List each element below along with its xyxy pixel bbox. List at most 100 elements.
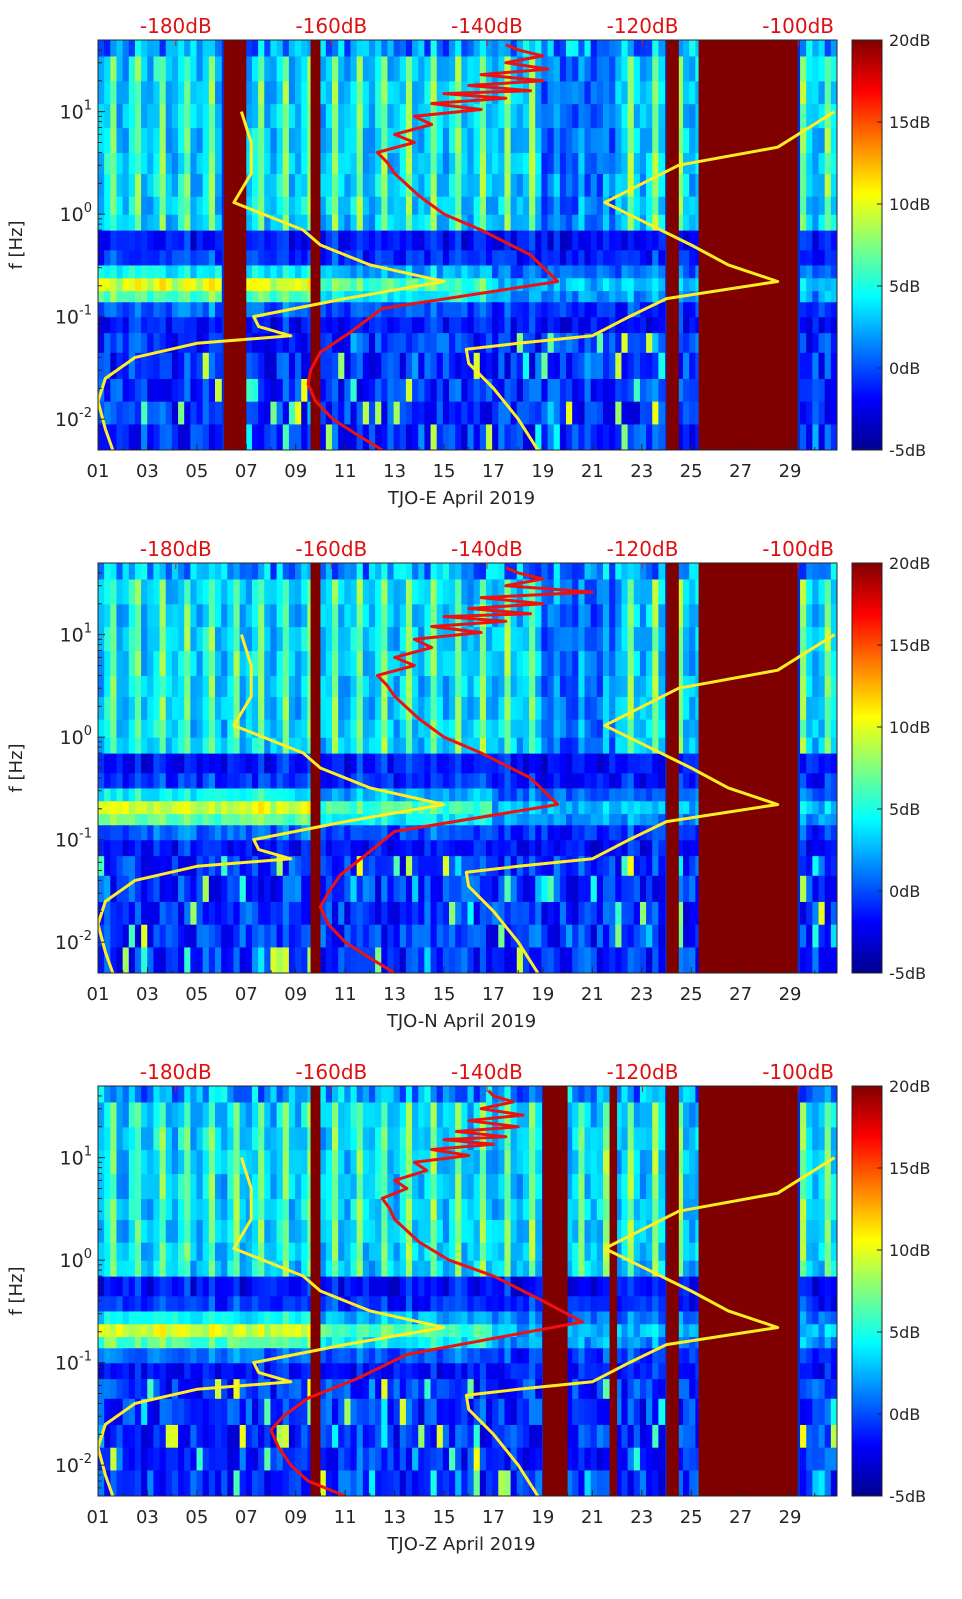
spectrogram-cell (584, 839, 592, 857)
spectrogram-cell (227, 1276, 235, 1297)
spectrogram-cell (559, 787, 567, 802)
spectrogram-cell (375, 924, 382, 948)
spectrogram-cell (590, 378, 598, 402)
spectrogram-cell (818, 316, 826, 334)
spectrogram-cell (658, 401, 666, 425)
spectrogram-cell (596, 753, 604, 774)
spectrogram-cell (566, 753, 573, 774)
spectrogram-cell (258, 675, 265, 697)
spectrogram-cell (485, 946, 493, 973)
spectrogram-cell (128, 332, 136, 353)
spectrogram-cell (221, 1378, 228, 1399)
spectrogram-cell (436, 737, 444, 754)
spectrogram-cell (830, 772, 837, 789)
spectrogram-cell (245, 1198, 253, 1220)
spectrogram-cell (295, 316, 302, 334)
spectrogram-cell (467, 737, 475, 754)
spectrogram-cell (122, 103, 130, 129)
spectrogram-cell (399, 332, 407, 353)
spectrogram-cell (184, 753, 191, 774)
spectrogram-cell (399, 946, 407, 973)
spectrogram-cell (104, 1149, 111, 1175)
spectrogram-cell (547, 290, 555, 303)
spectrogram-cell (362, 626, 370, 652)
spectrogram-cell (122, 249, 130, 266)
spectrogram-cell (510, 696, 518, 720)
spectrogram-cell (98, 423, 105, 450)
x-tick-label: 05 (185, 461, 208, 482)
spectrogram-cell (461, 626, 469, 652)
spectrogram-cell (165, 737, 173, 754)
spectrogram-cell (196, 401, 204, 425)
spectrogram-cell (436, 719, 444, 738)
spectrogram-cell (178, 264, 185, 279)
spectrogram-cell (572, 80, 579, 105)
spectrogram-cell (116, 1424, 124, 1448)
spectrogram-cell (350, 264, 358, 279)
spectrogram-cell (190, 1101, 198, 1128)
spectrogram-cell (215, 196, 222, 215)
spectrogram-cell (412, 839, 419, 857)
spectrogram-cell (368, 813, 376, 826)
spectrogram-cell (251, 737, 259, 754)
colorbar-tick-label: 15dB (889, 636, 931, 655)
spectrogram-cell (147, 737, 155, 754)
spectrogram-cell (553, 578, 561, 605)
spectrogram-cell (258, 1323, 265, 1338)
spectrogram-cell (332, 675, 339, 697)
spectrogram-cell (122, 650, 130, 677)
spectrogram-cell (196, 173, 204, 197)
spectrogram-cell (516, 423, 524, 450)
spectrogram-cell (239, 924, 247, 948)
spectrogram-cell (547, 578, 555, 605)
spectrogram-cell (258, 737, 265, 754)
spectrogram-cell (553, 626, 561, 652)
spectrogram-cell (325, 332, 333, 353)
spectrogram-cell (368, 772, 376, 789)
spectrogram-cell (196, 839, 204, 857)
spectrogram-cell (147, 173, 155, 197)
spectrogram-cell (473, 423, 481, 450)
spectrogram-cell (455, 578, 462, 605)
spectrogram-cell (264, 1447, 272, 1471)
spectrogram-cell (159, 1424, 167, 1448)
spectrogram-cell (338, 839, 345, 857)
spectrogram-cell (171, 946, 179, 973)
spectrogram-cell (621, 753, 629, 774)
spectrogram-cell (418, 875, 425, 902)
spectrogram-cell (516, 800, 524, 815)
y-tick-label: 10-2 (55, 929, 92, 954)
spectrogram-cell (159, 301, 167, 318)
spectrogram-cell (485, 675, 493, 697)
spectrogram-cell (332, 901, 339, 925)
spectrogram-cell (141, 800, 148, 815)
spectrogram-cell (510, 839, 518, 857)
spectrogram-cell (338, 249, 345, 266)
spectrogram-cell (436, 264, 444, 279)
spectrogram-cell (633, 875, 641, 902)
spectrogram-cell (221, 1347, 228, 1364)
spectrogram-cell (147, 1173, 155, 1200)
spectrogram-cell (301, 230, 308, 251)
spectrogram-cell (492, 196, 499, 215)
spectrogram-cell (202, 772, 210, 789)
spectrogram-cell (110, 127, 118, 154)
spectrogram-cell (504, 813, 512, 826)
spectrogram-cell (615, 839, 623, 857)
spectrogram-cell (510, 423, 518, 450)
spectrogram-cell (171, 152, 179, 174)
spectrogram-cell (98, 603, 105, 628)
spectrogram-cell (689, 277, 696, 292)
spectrogram-cell (584, 40, 592, 57)
spectrogram-cell (178, 1362, 185, 1380)
spectrogram-cell (830, 301, 837, 318)
spectrogram-cell (221, 1126, 228, 1151)
spectrogram-cell (806, 249, 813, 266)
spectrogram-cell (602, 839, 610, 857)
spectrogram-cell (473, 719, 481, 738)
spectrogram-cell (362, 839, 370, 857)
spectrogram-cell (399, 563, 407, 580)
spectrogram-cell (547, 901, 555, 925)
spectrogram-cell (824, 196, 832, 215)
spectrogram-cell (171, 563, 179, 580)
